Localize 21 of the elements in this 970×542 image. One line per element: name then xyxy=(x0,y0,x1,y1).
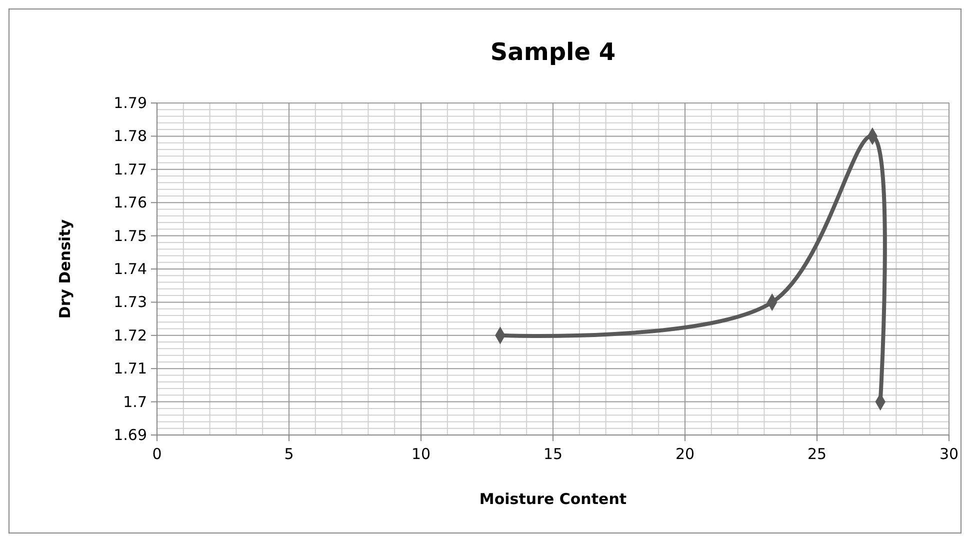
y-tick-label: 1.69 xyxy=(114,426,147,444)
x-axis-title: Moisture Content xyxy=(479,490,627,508)
x-tick-label: 25 xyxy=(807,445,827,463)
y-tick-label: 1.73 xyxy=(114,293,147,312)
y-tick-label: 1.74 xyxy=(114,260,147,278)
y-tick-label: 1.78 xyxy=(114,127,147,146)
x-tick-label: 20 xyxy=(675,445,695,463)
y-tick-label: 1.77 xyxy=(114,160,147,178)
y-tick-label: 1.76 xyxy=(114,194,147,212)
chart-title: Sample 4 xyxy=(490,38,616,66)
x-tick-label: 0 xyxy=(152,445,162,463)
y-tick-label: 1.79 xyxy=(114,94,147,112)
x-tick-label: 30 xyxy=(939,445,959,463)
y-tick-label: 1.72 xyxy=(114,326,147,344)
y-tick-label: 1.7 xyxy=(123,392,147,411)
y-axis-title: Dry Density xyxy=(56,219,74,319)
x-tick-label: 10 xyxy=(411,445,431,463)
x-tick-label: 15 xyxy=(543,445,563,463)
x-tick-label: 5 xyxy=(284,445,294,463)
y-tick-label: 1.75 xyxy=(114,226,147,245)
y-tick-label: 1.71 xyxy=(114,360,147,378)
